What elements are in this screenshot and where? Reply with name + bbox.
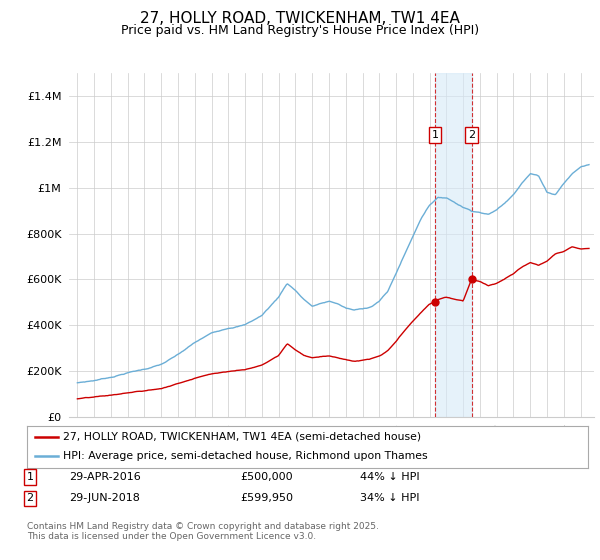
Text: HPI: Average price, semi-detached house, Richmond upon Thames: HPI: Average price, semi-detached house,… bbox=[64, 451, 428, 461]
Text: 29-JUN-2018: 29-JUN-2018 bbox=[69, 493, 140, 503]
Text: £500,000: £500,000 bbox=[240, 472, 293, 482]
Text: 34% ↓ HPI: 34% ↓ HPI bbox=[360, 493, 419, 503]
Text: 2: 2 bbox=[468, 130, 475, 140]
Text: 44% ↓ HPI: 44% ↓ HPI bbox=[360, 472, 419, 482]
Text: 1: 1 bbox=[26, 472, 34, 482]
Text: 1: 1 bbox=[431, 130, 439, 140]
Text: 27, HOLLY ROAD, TWICKENHAM, TW1 4EA: 27, HOLLY ROAD, TWICKENHAM, TW1 4EA bbox=[140, 11, 460, 26]
Text: Price paid vs. HM Land Registry's House Price Index (HPI): Price paid vs. HM Land Registry's House … bbox=[121, 24, 479, 36]
Text: Contains HM Land Registry data © Crown copyright and database right 2025.
This d: Contains HM Land Registry data © Crown c… bbox=[27, 522, 379, 542]
Text: 27, HOLLY ROAD, TWICKENHAM, TW1 4EA (semi-detached house): 27, HOLLY ROAD, TWICKENHAM, TW1 4EA (sem… bbox=[64, 432, 422, 442]
Text: £599,950: £599,950 bbox=[240, 493, 293, 503]
Text: 29-APR-2016: 29-APR-2016 bbox=[69, 472, 141, 482]
Bar bbox=[435, 73, 472, 417]
Text: 2: 2 bbox=[26, 493, 34, 503]
